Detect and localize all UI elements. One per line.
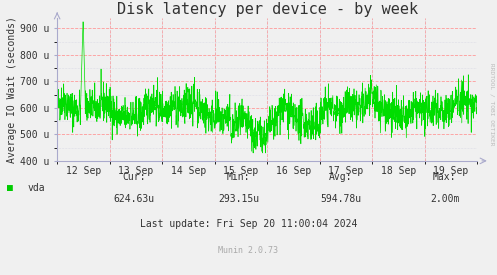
Text: 2.00m: 2.00m <box>430 194 460 204</box>
Text: vda: vda <box>27 183 45 193</box>
Text: Cur:: Cur: <box>122 172 146 182</box>
Text: Munin 2.0.73: Munin 2.0.73 <box>219 246 278 255</box>
Text: Max:: Max: <box>433 172 457 182</box>
Text: 594.78u: 594.78u <box>320 194 361 204</box>
Text: Last update: Fri Sep 20 11:00:04 2024: Last update: Fri Sep 20 11:00:04 2024 <box>140 219 357 229</box>
Title: Disk latency per device - by week: Disk latency per device - by week <box>117 2 417 17</box>
Text: Avg:: Avg: <box>329 172 352 182</box>
Text: 624.63u: 624.63u <box>114 194 155 204</box>
Text: Min:: Min: <box>227 172 250 182</box>
Y-axis label: Average IO Wait (seconds): Average IO Wait (seconds) <box>7 16 17 163</box>
Text: 293.15u: 293.15u <box>218 194 259 204</box>
Text: ■: ■ <box>7 183 13 193</box>
Text: RRDTOOL / TOBI OETIKER: RRDTOOL / TOBI OETIKER <box>490 63 495 146</box>
